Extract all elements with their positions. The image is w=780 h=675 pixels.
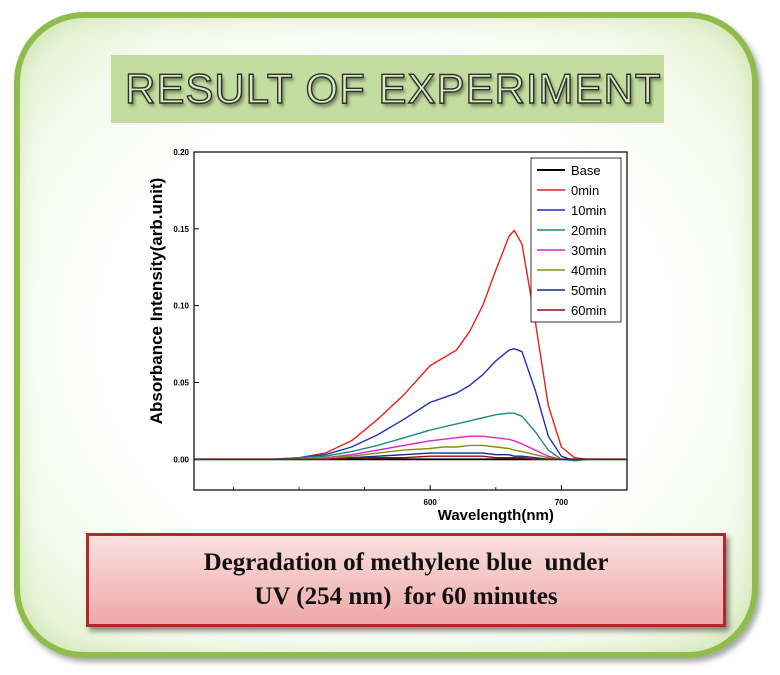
absorbance-chart: 0.00 0.05 0.10 0.15 0.20 600 700Wavelength(nm)…	[147, 148, 628, 524]
legend-label-30min: 30min	[571, 243, 606, 258]
y-tick-label: 0.00	[173, 455, 189, 464]
x-axis-label: Wavelength(nm)	[438, 507, 554, 524]
legend-label-40min: 40min	[571, 263, 606, 278]
caption-box: Degradation of methylene blue under UV (…	[86, 533, 726, 627]
x-tick-label: 700	[555, 498, 569, 507]
series-line-10min	[194, 347, 627, 462]
series-line-60min	[194, 455, 627, 460]
caption-line-2: UV (254 nm) for 60 minutes	[254, 583, 558, 610]
x-tick-label: 600	[424, 498, 438, 507]
legend-label-50min: 50min	[571, 283, 606, 298]
y-tick-label: 0.15	[173, 225, 189, 234]
legend-label-20min: 20min	[571, 223, 606, 238]
y-tick-label: 0.20	[173, 148, 189, 157]
caption-line-1: Degradation of methylene blue under	[203, 549, 609, 576]
legend-label-60min: 60min	[571, 303, 606, 318]
legend-label-10min: 10min	[571, 203, 606, 218]
y-tick-label: 0.10	[173, 302, 189, 311]
title-banner: RESULT OF EXPERIMENT	[111, 55, 664, 123]
y-tick-label: 0.05	[173, 378, 189, 387]
legend-box	[530, 157, 622, 323]
legend-label-base: Base	[571, 163, 601, 178]
y-axis-label: Absorbance Intensity(arb.unit)	[147, 178, 166, 425]
legend-label-0min: 0min	[571, 183, 599, 198]
series-line-0min	[194, 229, 627, 460]
slide-title: RESULT OF EXPERIMENT	[124, 64, 662, 112]
